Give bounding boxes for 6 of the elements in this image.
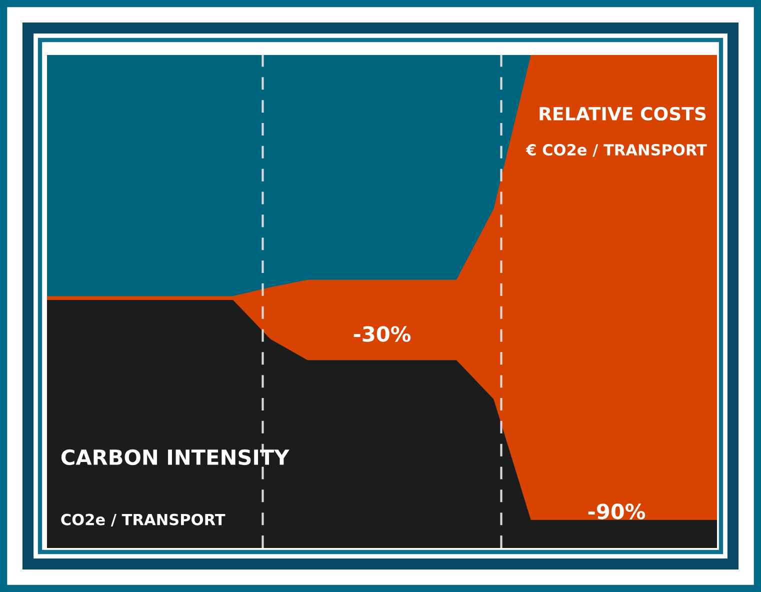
annotation: € CO2e / TRANSPORT: [526, 144, 707, 157]
annotation: -30%: [354, 326, 411, 342]
series-label: RELATIVE COSTS: [540, 106, 706, 121]
annotation: -90%: [588, 504, 646, 520]
series-label: CARBON INTENSITY: [61, 449, 290, 466]
annotation: CO2e / TRANSPORT: [61, 514, 226, 527]
